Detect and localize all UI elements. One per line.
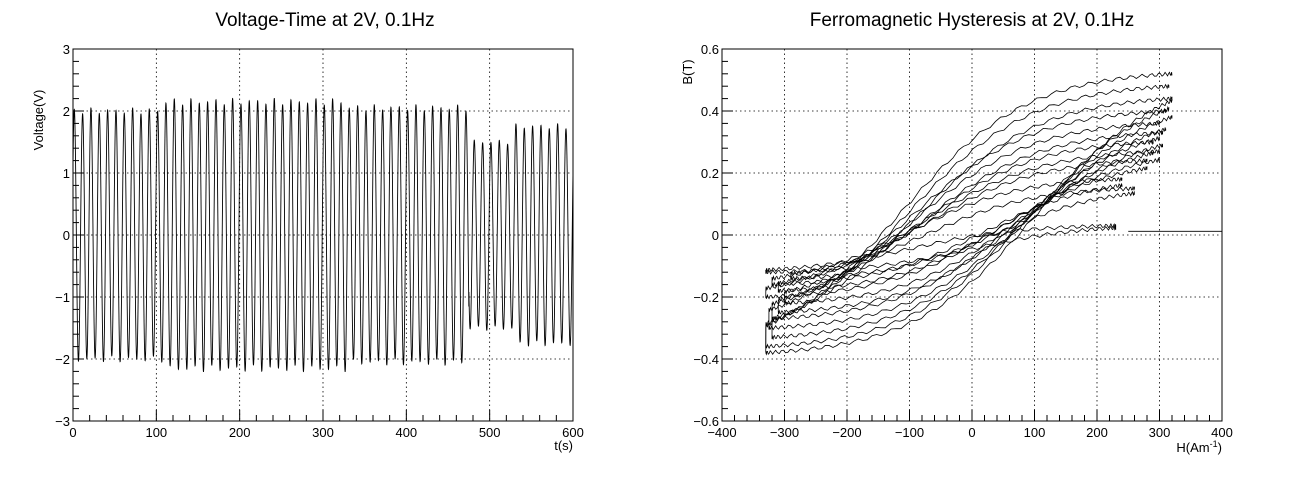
y-tick-label: −2 xyxy=(55,352,70,367)
y-tick-labels: −3 −2 −1 0 1 2 3 xyxy=(55,42,70,429)
y-tick-label: −1 xyxy=(55,290,70,305)
y-axis-label: B(T) xyxy=(680,59,695,84)
x-axis-label-tail: ) xyxy=(1218,440,1222,455)
chart-title: Ferromagnetic Hysteresis at 2V, 0.1Hz xyxy=(810,10,1135,31)
x-tick-label: 400 xyxy=(1211,425,1233,440)
y-tick-label: 1 xyxy=(63,166,70,181)
x-axis-label-main: H(Am xyxy=(1176,440,1209,455)
x-tick-label: 600 xyxy=(562,425,584,440)
x-tick-label: 400 xyxy=(395,425,417,440)
y-tick-label: −0.6 xyxy=(693,414,719,429)
hysteresis-loop xyxy=(765,83,1170,350)
voltage-series-line xyxy=(72,97,574,373)
axis-ticks xyxy=(72,60,557,422)
y-tick-label: 0 xyxy=(712,228,719,243)
hysteresis-loop xyxy=(768,108,1167,331)
hysteresis-loop xyxy=(771,176,1123,288)
axis-ticks xyxy=(721,60,1210,422)
x-tick-labels: −400 −300 −200 −100 0 100 200 300 400 xyxy=(707,425,1233,440)
x-tick-label: 200 xyxy=(229,425,251,440)
x-tick-labels: 0 100 200 300 400 500 600 xyxy=(69,425,583,440)
hysteresis-loop xyxy=(777,158,1148,294)
x-tick-label: 500 xyxy=(479,425,501,440)
hysteresis-loop xyxy=(784,138,1154,306)
hysteresis-loop xyxy=(765,223,1117,275)
y-tick-label: −3 xyxy=(55,414,70,429)
x-axis-label-superscript: -1 xyxy=(1210,439,1218,449)
y-tick-label: −0.4 xyxy=(693,352,719,367)
y-tick-label: 3 xyxy=(63,42,70,57)
y-tick-label: 0.4 xyxy=(701,104,719,119)
y-tick-labels: −0.6 −0.4 −0.2 0 0.2 0.4 0.6 xyxy=(693,42,719,429)
y-tick-label: −0.2 xyxy=(693,290,719,305)
x-tick-label: 0 xyxy=(69,425,76,440)
hysteresis-chart: Ferromagnetic Hysteresis at 2V, 0.1Hz −4… xyxy=(680,10,1233,455)
y-tick-label: 0 xyxy=(63,228,70,243)
y-tick-label: 0.6 xyxy=(701,42,719,57)
chart-title: Voltage-Time at 2V, 0.1Hz xyxy=(215,10,434,31)
x-axis-label: t(s) xyxy=(554,438,573,453)
grid xyxy=(73,49,573,421)
data-series xyxy=(765,71,1222,356)
data-series xyxy=(72,97,574,373)
x-tick-label: −400 xyxy=(707,425,736,440)
voltage-time-chart: Voltage-Time at 2V, 0.1Hz 0 100 200 300 400 5… xyxy=(31,10,584,453)
hysteresis-loop xyxy=(765,149,1160,300)
hysteresis-loop xyxy=(771,95,1173,341)
x-tick-label: 100 xyxy=(145,425,167,440)
x-axis-label: H(Am-1) xyxy=(1176,439,1222,455)
x-tick-label: −100 xyxy=(895,425,924,440)
x-tick-label: −300 xyxy=(770,425,799,440)
y-tick-label: 2 xyxy=(63,104,70,119)
x-tick-label: 100 xyxy=(1024,425,1046,440)
x-tick-label: 200 xyxy=(1086,425,1108,440)
x-tick-label: 0 xyxy=(968,425,975,440)
y-tick-label: 0.2 xyxy=(701,166,719,181)
hysteresis-loop xyxy=(771,120,1160,322)
hysteresis-loop xyxy=(765,71,1173,356)
hysteresis-loop xyxy=(790,185,1135,282)
y-axis-label: Voltage(V) xyxy=(31,90,46,151)
x-tick-label: 300 xyxy=(312,425,334,440)
x-tick-label: 300 xyxy=(1149,425,1171,440)
x-tick-label: −200 xyxy=(832,425,861,440)
